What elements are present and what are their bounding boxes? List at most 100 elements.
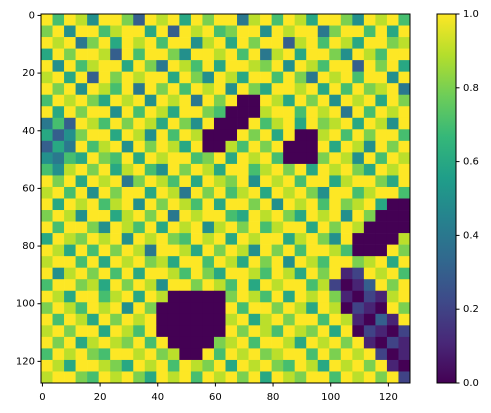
heatmap-cell bbox=[386, 25, 399, 38]
heatmap-cell bbox=[190, 279, 203, 292]
heatmap-cell bbox=[202, 279, 215, 292]
heatmap-cell bbox=[64, 106, 76, 119]
heatmap-cell bbox=[248, 140, 261, 153]
heatmap-cell bbox=[213, 129, 226, 142]
heatmap-cell bbox=[75, 371, 88, 384]
heatmap-cell bbox=[98, 267, 111, 280]
heatmap-cell bbox=[294, 175, 307, 188]
heatmap-cell bbox=[398, 279, 411, 292]
heatmap-cell bbox=[133, 290, 146, 303]
heatmap-cell bbox=[41, 302, 53, 315]
heatmap-cell bbox=[317, 267, 330, 280]
heatmap-cell bbox=[213, 244, 226, 257]
heatmap-cell bbox=[110, 302, 123, 315]
heatmap-cell bbox=[52, 302, 65, 315]
heatmap-cell bbox=[340, 25, 353, 38]
heatmap-cell bbox=[375, 244, 388, 257]
heatmap-cell bbox=[98, 348, 111, 361]
heatmap-cell bbox=[87, 359, 99, 372]
heatmap-cell bbox=[294, 14, 307, 26]
heatmap-cell bbox=[398, 302, 411, 315]
heatmap-cell bbox=[121, 302, 134, 315]
heatmap-cell bbox=[52, 313, 65, 326]
heatmap-cell bbox=[110, 37, 123, 49]
heatmap-cell bbox=[306, 83, 319, 96]
heatmap-cell bbox=[317, 256, 330, 268]
heatmap-cell bbox=[52, 267, 65, 280]
heatmap-cell bbox=[340, 14, 353, 26]
heatmap-cell bbox=[340, 302, 353, 315]
heatmap-cell bbox=[167, 233, 180, 245]
heatmap-cell bbox=[237, 94, 249, 107]
heatmap-cell bbox=[121, 186, 134, 199]
heatmap-cell bbox=[179, 221, 192, 234]
heatmap-cell bbox=[352, 244, 365, 257]
heatmap-cell bbox=[156, 163, 169, 176]
y-tick-label: 40 bbox=[22, 126, 35, 137]
heatmap-cell bbox=[144, 117, 157, 130]
heatmap-cell bbox=[386, 290, 399, 303]
heatmap-cell bbox=[156, 94, 169, 107]
heatmap-cell bbox=[98, 163, 111, 176]
heatmap-cell bbox=[248, 198, 261, 211]
heatmap-cell bbox=[167, 140, 180, 153]
heatmap-cell bbox=[144, 348, 157, 361]
heatmap-cell bbox=[121, 290, 134, 303]
heatmap-cell bbox=[213, 14, 226, 26]
heatmap-cell bbox=[213, 106, 226, 119]
heatmap-cell bbox=[167, 71, 180, 84]
heatmap-cell bbox=[260, 302, 272, 315]
heatmap-cell bbox=[75, 106, 88, 119]
heatmap-cell bbox=[64, 371, 76, 384]
heatmap-cell bbox=[190, 48, 203, 61]
heatmap-cell bbox=[317, 163, 330, 176]
heatmap-cell bbox=[340, 359, 353, 372]
heatmap-cell bbox=[260, 83, 272, 96]
heatmap-cell bbox=[352, 14, 365, 26]
heatmap-cell bbox=[41, 198, 53, 211]
heatmap-cell bbox=[213, 71, 226, 84]
heatmap-cell bbox=[363, 48, 376, 61]
heatmap-cell bbox=[237, 221, 249, 234]
heatmap-cell bbox=[386, 244, 399, 257]
heatmap-cell bbox=[260, 152, 272, 165]
heatmap-cell bbox=[167, 256, 180, 268]
heatmap-cell bbox=[75, 175, 88, 188]
heatmap-cell bbox=[363, 325, 376, 338]
heatmap-cell bbox=[375, 267, 388, 280]
heatmap-cell bbox=[64, 117, 76, 130]
heatmap-cell bbox=[98, 210, 111, 222]
heatmap-cell bbox=[237, 348, 249, 361]
heatmap-cell bbox=[352, 60, 365, 72]
heatmap-cell bbox=[167, 313, 180, 326]
heatmap-cell bbox=[156, 37, 169, 49]
heatmap-cell bbox=[64, 198, 76, 211]
heatmap-cell bbox=[75, 71, 88, 84]
heatmap-cell bbox=[144, 325, 157, 338]
heatmap-cell bbox=[179, 359, 192, 372]
heatmap-cell bbox=[398, 233, 411, 245]
heatmap-cell bbox=[213, 279, 226, 292]
heatmap-cell bbox=[179, 279, 192, 292]
heatmap-cell bbox=[317, 48, 330, 61]
heatmap-cell bbox=[41, 371, 53, 384]
heatmap-cell bbox=[363, 94, 376, 107]
heatmap-cell bbox=[271, 94, 284, 107]
heatmap-cell bbox=[248, 221, 261, 234]
heatmap-cell bbox=[167, 129, 180, 142]
heatmap-cell bbox=[398, 48, 411, 61]
heatmap-cell bbox=[156, 175, 169, 188]
heatmap-cell bbox=[375, 290, 388, 303]
heatmap-cell bbox=[260, 198, 272, 211]
heatmap-cell bbox=[190, 186, 203, 199]
heatmap-cell bbox=[121, 325, 134, 338]
heatmap-cell bbox=[329, 83, 342, 96]
heatmap-cell bbox=[110, 348, 123, 361]
heatmap-cell bbox=[283, 359, 295, 372]
heatmap-cell bbox=[133, 279, 146, 292]
heatmap-cell bbox=[340, 48, 353, 61]
heatmap-cell bbox=[237, 152, 249, 165]
heatmap-cell bbox=[340, 348, 353, 361]
heatmap-cell bbox=[52, 359, 65, 372]
heatmap-cell bbox=[398, 117, 411, 130]
